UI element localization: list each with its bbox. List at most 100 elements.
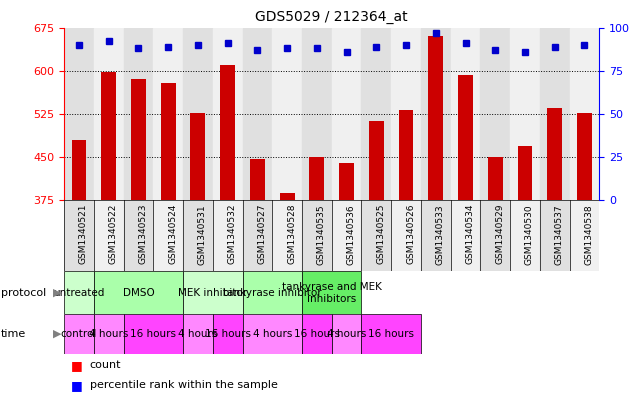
- Bar: [124, 28, 153, 200]
- Bar: [279, 193, 295, 200]
- Bar: [94, 200, 124, 271]
- Text: ■: ■: [71, 359, 82, 372]
- Text: ▶: ▶: [53, 288, 62, 298]
- Text: ▶: ▶: [53, 329, 62, 339]
- Bar: [332, 28, 362, 200]
- Bar: [153, 28, 183, 200]
- Bar: [64, 200, 94, 271]
- Text: percentile rank within the sample: percentile rank within the sample: [90, 380, 278, 390]
- Bar: [480, 28, 510, 200]
- Bar: [124, 200, 153, 271]
- Bar: [64, 271, 94, 314]
- Bar: [183, 200, 213, 271]
- Text: GSM1340526: GSM1340526: [406, 204, 415, 264]
- Text: GSM1340531: GSM1340531: [198, 204, 207, 264]
- Bar: [242, 28, 272, 200]
- Text: tankyrase and MEK
inhibitors: tankyrase and MEK inhibitors: [282, 282, 381, 303]
- Bar: [242, 271, 302, 314]
- Bar: [272, 28, 302, 200]
- Bar: [362, 314, 421, 354]
- Bar: [64, 28, 94, 200]
- Bar: [161, 83, 176, 200]
- Bar: [213, 200, 242, 271]
- Bar: [94, 314, 124, 354]
- Bar: [540, 200, 570, 271]
- Text: 4 hours: 4 hours: [89, 329, 128, 339]
- Text: GSM1340535: GSM1340535: [317, 204, 326, 264]
- Bar: [302, 200, 332, 271]
- Bar: [517, 146, 533, 200]
- Bar: [131, 79, 146, 200]
- Text: GSM1340533: GSM1340533: [436, 204, 445, 264]
- Text: GSM1340529: GSM1340529: [495, 204, 504, 264]
- Bar: [451, 28, 480, 200]
- Bar: [101, 72, 116, 200]
- Bar: [428, 36, 443, 200]
- Bar: [332, 200, 362, 271]
- Bar: [272, 200, 302, 271]
- Text: GSM1340522: GSM1340522: [109, 204, 118, 264]
- Bar: [570, 200, 599, 271]
- Bar: [577, 113, 592, 200]
- Title: GDS5029 / 212364_at: GDS5029 / 212364_at: [255, 10, 408, 24]
- Bar: [399, 110, 413, 200]
- Bar: [183, 28, 213, 200]
- Text: GSM1340532: GSM1340532: [228, 204, 237, 264]
- Bar: [310, 157, 324, 200]
- Bar: [302, 271, 362, 314]
- Bar: [190, 113, 205, 200]
- Text: protocol: protocol: [1, 288, 46, 298]
- Bar: [94, 28, 124, 200]
- Text: GSM1340525: GSM1340525: [376, 204, 385, 264]
- Text: untreated: untreated: [53, 288, 104, 298]
- Text: ■: ■: [71, 378, 82, 392]
- Bar: [458, 75, 473, 200]
- Bar: [391, 28, 421, 200]
- Bar: [242, 314, 302, 354]
- Bar: [94, 271, 183, 314]
- Bar: [547, 108, 562, 200]
- Text: GSM1340530: GSM1340530: [525, 204, 534, 264]
- Text: tankyrase inhibitor: tankyrase inhibitor: [223, 288, 322, 298]
- Bar: [302, 314, 332, 354]
- Text: GSM1340527: GSM1340527: [258, 204, 267, 264]
- Text: 4 hours: 4 hours: [253, 329, 292, 339]
- Bar: [213, 28, 242, 200]
- Bar: [510, 200, 540, 271]
- Text: 16 hours: 16 hours: [294, 329, 340, 339]
- Text: 16 hours: 16 hours: [204, 329, 251, 339]
- Text: control: control: [61, 329, 97, 339]
- Bar: [510, 28, 540, 200]
- Bar: [339, 163, 354, 200]
- Text: GSM1340538: GSM1340538: [585, 204, 594, 264]
- Text: 16 hours: 16 hours: [130, 329, 176, 339]
- Bar: [540, 28, 570, 200]
- Bar: [362, 200, 391, 271]
- Bar: [242, 200, 272, 271]
- Bar: [183, 314, 213, 354]
- Bar: [451, 200, 480, 271]
- Bar: [570, 28, 599, 200]
- Bar: [421, 200, 451, 271]
- Text: GSM1340537: GSM1340537: [554, 204, 563, 264]
- Bar: [302, 28, 332, 200]
- Bar: [369, 121, 384, 200]
- Bar: [488, 157, 503, 200]
- Bar: [421, 28, 451, 200]
- Bar: [391, 200, 421, 271]
- Bar: [480, 200, 510, 271]
- Bar: [250, 159, 265, 200]
- Bar: [153, 200, 183, 271]
- Text: GSM1340521: GSM1340521: [79, 204, 88, 264]
- Text: GSM1340536: GSM1340536: [347, 204, 356, 264]
- Text: GSM1340523: GSM1340523: [138, 204, 147, 264]
- Text: 4 hours: 4 hours: [327, 329, 366, 339]
- Text: GSM1340524: GSM1340524: [168, 204, 177, 264]
- Text: count: count: [90, 360, 121, 371]
- Text: 16 hours: 16 hours: [368, 329, 414, 339]
- Bar: [72, 140, 87, 200]
- Text: time: time: [1, 329, 26, 339]
- Bar: [221, 65, 235, 200]
- Text: DMSO: DMSO: [122, 288, 154, 298]
- Text: GSM1340528: GSM1340528: [287, 204, 296, 264]
